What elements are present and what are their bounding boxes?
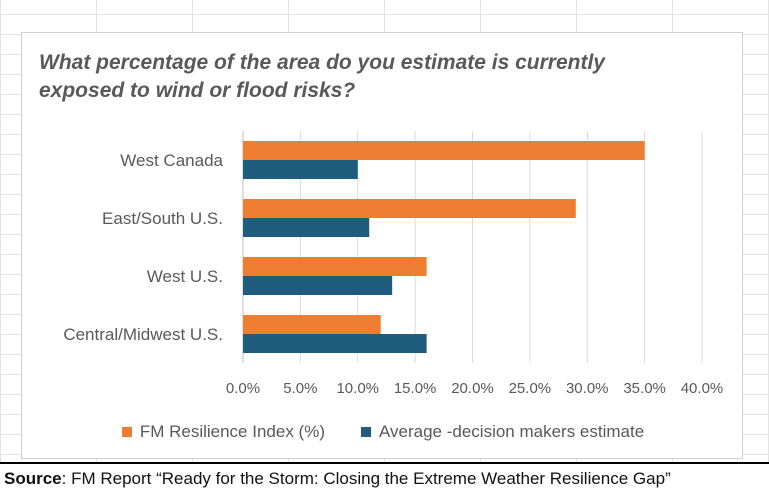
source-text: : FM Report “Ready for the Storm: Closin… <box>61 469 671 488</box>
legend-item-decision-makers: Average -decision makers estimate <box>360 422 645 442</box>
x-tick-label: 30.0% <box>566 380 609 397</box>
chart-area[interactable]: What percentage of the area do you estim… <box>21 32 743 459</box>
bar-chart-plot: 0.0% 5.0% 10.0% 15.0% 20.0% 25.0% 30.0% 35.0% 40… <box>63 131 724 397</box>
bar-decision-makers <box>243 276 393 295</box>
source-caption: Source: FM Report “Ready for the Storm: … <box>0 462 769 494</box>
legend-item-fm-resilience: FM Resilience Index (%) <box>121 422 325 442</box>
legend-swatch-fm-resilience <box>121 427 132 437</box>
x-tick-label: 35.0% <box>623 380 666 397</box>
chart-title: What percentage of the area do you estim… <box>39 51 605 102</box>
legend-label-decision-makers: Average -decision makers estimate <box>378 422 645 441</box>
x-tick-label: 10.0% <box>336 380 379 397</box>
x-tick-label: 25.0% <box>509 380 552 397</box>
bar-decision-makers <box>243 218 370 237</box>
bar-fm-resilience <box>243 315 381 334</box>
x-tick-label: 20.0% <box>451 380 494 397</box>
category-label: Central/Midwest U.S. <box>63 325 223 344</box>
x-tick-label: 5.0% <box>283 380 317 397</box>
x-tick-label: 15.0% <box>394 380 437 397</box>
bar-fm-resilience <box>243 141 645 160</box>
category-label: West U.S. <box>147 267 223 286</box>
legend-label-fm-resilience: FM Resilience Index (%) <box>139 422 325 441</box>
bar-decision-makers <box>243 160 358 179</box>
source-label: Source <box>4 469 62 488</box>
category-label: East/South U.S. <box>102 209 223 228</box>
x-tick-label: 40.0% <box>681 380 724 397</box>
chart-legend: FM Resilience Index (%) Average -decisio… <box>22 422 744 442</box>
bar-fm-resilience <box>243 199 576 218</box>
legend-swatch-decision-makers <box>360 427 371 437</box>
bar-decision-makers <box>243 334 427 353</box>
bar-fm-resilience <box>243 257 427 276</box>
x-tick-label: 0.0% <box>226 380 260 397</box>
category-label: West Canada <box>120 151 223 170</box>
